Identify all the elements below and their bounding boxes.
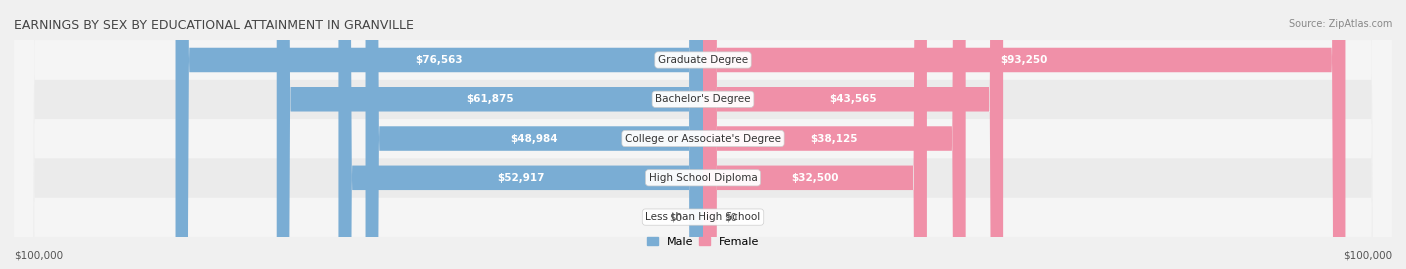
FancyBboxPatch shape [176,0,703,269]
FancyBboxPatch shape [339,0,703,269]
FancyBboxPatch shape [366,0,703,269]
Text: $38,125: $38,125 [811,133,858,144]
FancyBboxPatch shape [703,0,1346,269]
Text: Less than High School: Less than High School [645,212,761,222]
FancyBboxPatch shape [703,0,966,269]
FancyBboxPatch shape [14,0,1392,269]
FancyBboxPatch shape [277,0,703,269]
Text: $0: $0 [724,212,737,222]
FancyBboxPatch shape [14,0,1392,269]
FancyBboxPatch shape [703,0,717,269]
FancyBboxPatch shape [14,0,1392,269]
Legend: Male, Female: Male, Female [647,237,759,247]
Text: $100,000: $100,000 [1343,251,1392,261]
Text: $52,917: $52,917 [496,173,544,183]
FancyBboxPatch shape [14,0,1392,269]
Text: EARNINGS BY SEX BY EDUCATIONAL ATTAINMENT IN GRANVILLE: EARNINGS BY SEX BY EDUCATIONAL ATTAINMEN… [14,19,413,32]
Text: $48,984: $48,984 [510,133,558,144]
Text: $32,500: $32,500 [792,173,839,183]
Text: Source: ZipAtlas.com: Source: ZipAtlas.com [1288,19,1392,29]
Text: $100,000: $100,000 [14,251,63,261]
FancyBboxPatch shape [703,0,1002,269]
Text: College or Associate's Degree: College or Associate's Degree [626,133,780,144]
Text: $43,565: $43,565 [830,94,877,104]
Text: High School Diploma: High School Diploma [648,173,758,183]
FancyBboxPatch shape [703,0,927,269]
Text: $93,250: $93,250 [1001,55,1047,65]
FancyBboxPatch shape [14,0,1392,269]
Text: $61,875: $61,875 [465,94,513,104]
Text: $0: $0 [669,212,682,222]
Text: $76,563: $76,563 [415,55,463,65]
FancyBboxPatch shape [689,0,703,269]
Text: Bachelor's Degree: Bachelor's Degree [655,94,751,104]
Text: Graduate Degree: Graduate Degree [658,55,748,65]
